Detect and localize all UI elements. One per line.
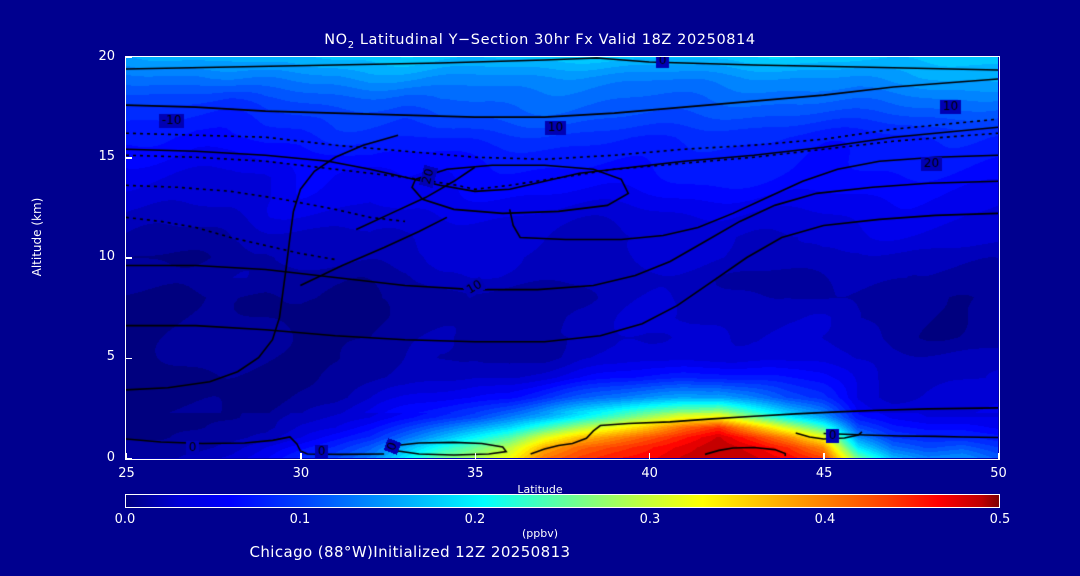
x-tick-label: 25 [118, 466, 135, 481]
y-tick-mark [125, 457, 132, 460]
y-axis-label: Altitude (km) [30, 197, 44, 277]
y-tick-label: 0 [106, 449, 115, 465]
colorbar-units-label: (ppbv) [521, 527, 559, 540]
colorbar [125, 494, 1000, 508]
x-tick-label: 40 [641, 466, 658, 481]
x-tick-mark [300, 453, 302, 460]
colorbar-tick-label: 0.3 [639, 512, 661, 527]
footer: Chicago (88°W)Initialized 12Z 20250813 [0, 543, 1080, 561]
x-tick-mark [648, 453, 651, 460]
title-post: Latitudinal Y−Section 30hr Fx Valid 18Z … [354, 32, 756, 48]
y-tick-mark [125, 56, 132, 59]
colorbar-tick-label: 0.5 [989, 512, 1011, 527]
colorbar-tick-label: 0.0 [114, 512, 136, 527]
y-tick-label: 15 [98, 148, 115, 164]
colorbar-tick-label: 0.4 [814, 512, 836, 527]
x-tick-label: 35 [467, 466, 484, 481]
x-tick-mark [474, 453, 477, 460]
title-pre: NO [324, 32, 348, 48]
y-tick-label: 5 [106, 349, 115, 365]
y-tick-label: 10 [98, 249, 115, 264]
y-tick-label: 20 [98, 48, 115, 64]
colorbar-tick-label: 0.2 [464, 512, 486, 527]
x-tick-mark [997, 453, 1000, 460]
x-tick-label: 30 [292, 466, 310, 481]
x-tick-label: 50 [990, 466, 1007, 481]
x-tick-mark [125, 453, 128, 460]
footer-label: Chicago (88°W)Initialized 12Z 20250813 [249, 543, 571, 561]
y-tick-mark [125, 357, 132, 359]
colorbar-gradient [125, 494, 1000, 508]
plot-area [125, 56, 1000, 460]
heatmap-canvas [126, 57, 998, 458]
x-tick-label: 45 [815, 466, 833, 481]
y-tick-mark [125, 157, 132, 159]
colorbar-tick-label: 0.1 [289, 512, 311, 527]
x-tick-mark [823, 453, 825, 460]
x-axis-label: Latitude [517, 483, 563, 496]
title-subscript: 2 [347, 39, 355, 51]
y-tick-mark [125, 257, 132, 259]
page-title: NO2 Latitudinal Y−Section 30hr Fx Valid … [0, 32, 1080, 51]
